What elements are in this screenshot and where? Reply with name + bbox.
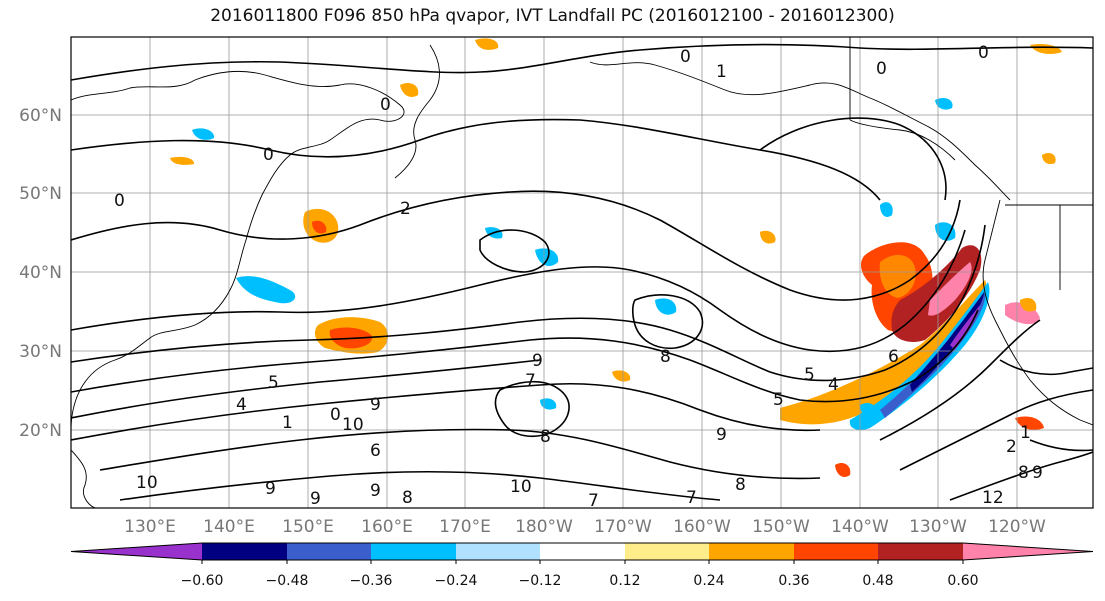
contour-label: 1 bbox=[282, 413, 293, 433]
contour-label: 0 bbox=[380, 95, 391, 115]
colorbar-tick-label: 0.36 bbox=[778, 573, 809, 589]
contour-label: 7 bbox=[686, 488, 697, 508]
contour-label: 2 bbox=[400, 199, 411, 219]
lon-label: 150°W bbox=[752, 517, 810, 537]
lat-lon-grid bbox=[71, 37, 1093, 508]
contour-label: 0 bbox=[263, 145, 274, 165]
contour-label: 0 bbox=[330, 405, 341, 425]
contour-label: 5 bbox=[268, 373, 279, 393]
figure-title: 2016011800 F096 850 hPa qvapor, IVT Land… bbox=[210, 6, 895, 26]
colorbar-segment bbox=[709, 543, 794, 560]
map-frame bbox=[70, 36, 1094, 509]
colorbar-tick-label: 0.60 bbox=[947, 573, 978, 589]
colorbar-segment bbox=[625, 543, 709, 560]
contour-label: 0 bbox=[114, 191, 125, 211]
lon-label: 140°W bbox=[831, 517, 889, 537]
contour-label: 10 bbox=[136, 473, 158, 493]
colorbar-tick-label: −0.48 bbox=[266, 573, 309, 589]
colorbar-segment bbox=[287, 543, 371, 560]
latitude-labels: 60°N 50°N 40°N 30°N 20°N bbox=[19, 106, 62, 441]
colorbar-segment bbox=[371, 543, 456, 560]
contour-label: 8 bbox=[660, 347, 671, 367]
lat-label: 20°N bbox=[19, 421, 62, 441]
contour-label: 8 bbox=[540, 427, 551, 447]
colorbar-segment bbox=[540, 543, 625, 560]
contour-label: 9 bbox=[716, 425, 727, 445]
lon-label: 170°E bbox=[439, 517, 491, 537]
lat-label: 60°N bbox=[19, 106, 62, 126]
contour-label: 4 bbox=[828, 375, 839, 395]
map-panel: 0 0 1 0 0 0 2 0 5 4 1 0 9 10 9 7 8 6 8 1… bbox=[70, 36, 1094, 511]
contour-label: 9 bbox=[310, 489, 321, 509]
contour-label: 0 bbox=[978, 43, 989, 63]
contour-label: 10 bbox=[342, 415, 364, 435]
lon-label: 120°W bbox=[988, 517, 1046, 537]
contour-label: 4 bbox=[236, 395, 247, 415]
colorbar: −0.60 −0.48 −0.36 −0.24 −0.12 0.12 0.24 … bbox=[70, 542, 1094, 589]
contour-label: 6 bbox=[888, 347, 899, 367]
colorbar-tick-label: 0.48 bbox=[862, 573, 893, 589]
lat-label: 30°N bbox=[19, 342, 62, 362]
colorbar-segment bbox=[456, 543, 540, 560]
lon-label: 130°E bbox=[124, 517, 176, 537]
contour-label: 7 bbox=[588, 491, 599, 511]
colorbar-segment bbox=[202, 543, 287, 560]
colorbar-ticks bbox=[201, 560, 964, 564]
colorbar-segment bbox=[878, 543, 963, 560]
contour-label: 8 bbox=[1018, 463, 1029, 483]
colorbar-segments bbox=[70, 542, 1094, 561]
contour-label: 5 bbox=[773, 390, 784, 410]
lat-label: 40°N bbox=[19, 263, 62, 283]
contour-label: 2 bbox=[1006, 437, 1017, 457]
contour-label: 7 bbox=[525, 371, 536, 391]
contour-label: 9 bbox=[370, 395, 381, 415]
longitude-labels: 130°E 140°E 150°E 160°E 170°E 180°W 170°… bbox=[124, 517, 1046, 537]
colorbar-tick-label: 0.24 bbox=[693, 573, 724, 589]
lon-label: 160°E bbox=[361, 517, 413, 537]
colorbar-tick-label: 0.12 bbox=[609, 573, 640, 589]
lat-label: 50°N bbox=[19, 184, 62, 204]
contour-label: 5 bbox=[804, 365, 815, 385]
colorbar-tick-label: −0.24 bbox=[435, 573, 478, 589]
contour-label: 0 bbox=[876, 59, 887, 79]
contour-label: 1 bbox=[1020, 423, 1031, 443]
contour-label: 9 bbox=[265, 479, 276, 499]
colorbar-tick-label: −0.60 bbox=[181, 573, 224, 589]
lon-label: 160°W bbox=[673, 517, 731, 537]
contour-label: 9 bbox=[370, 481, 381, 501]
contour-label: 8 bbox=[735, 475, 746, 495]
colorbar-tick-label: −0.36 bbox=[350, 573, 393, 589]
colorbar-segment bbox=[71, 543, 202, 560]
lon-label: 140°E bbox=[203, 517, 255, 537]
colorbar-segment bbox=[963, 543, 1093, 560]
anomaly-shading bbox=[170, 38, 1062, 477]
colorbar-tick-label: −0.12 bbox=[519, 573, 562, 589]
contour-lines bbox=[71, 43, 1093, 501]
lon-label: 130°W bbox=[909, 517, 967, 537]
contour-label: 12 bbox=[982, 488, 1004, 508]
lon-label: 150°E bbox=[282, 517, 334, 537]
contour-label: 9 bbox=[532, 351, 543, 371]
lon-label: 170°W bbox=[594, 517, 652, 537]
contour-label: 6 bbox=[370, 441, 381, 461]
lon-label: 180°W bbox=[515, 517, 573, 537]
contour-label-group: 0 0 1 0 0 0 2 0 5 4 1 0 9 10 9 7 8 6 8 1… bbox=[114, 43, 1043, 511]
contour-label: 10 bbox=[510, 477, 532, 497]
contour-label: 0 bbox=[680, 47, 691, 67]
colorbar-tick-labels: −0.60 −0.48 −0.36 −0.24 −0.12 0.12 0.24 … bbox=[181, 573, 979, 589]
colorbar-segment bbox=[794, 543, 878, 560]
contour-label: 9 bbox=[1032, 463, 1043, 483]
contour-label: 1 bbox=[716, 62, 727, 82]
contour-label: 8 bbox=[402, 488, 413, 508]
coastlines bbox=[71, 37, 1093, 508]
